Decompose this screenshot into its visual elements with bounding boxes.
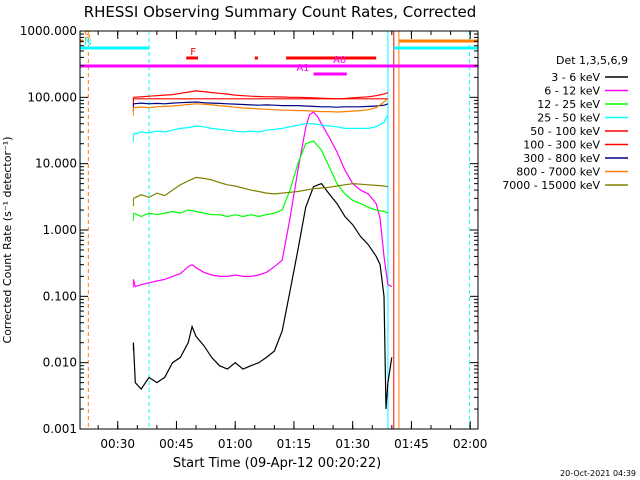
y-tick-label: 0.100 — [43, 289, 77, 303]
x-tick-label: 01:30 — [335, 437, 370, 451]
series-line-2 — [132, 111, 393, 288]
series-line-9 — [133, 176, 389, 199]
legend-label: 7000 - 15000 keV — [502, 179, 600, 192]
legend-label: 300 - 800 keV — [523, 152, 600, 165]
x-tick-label: 00:45 — [159, 437, 194, 451]
y-tick-label: 10.000 — [35, 157, 77, 171]
x-tick-label: 01:15 — [277, 437, 312, 451]
legend-label: 50 - 100 keV — [530, 125, 600, 138]
series-line-5 — [133, 90, 389, 100]
legend-label: 6 - 12 keV — [544, 85, 600, 98]
series-line-7 — [133, 101, 389, 108]
y-axis-label: Corrected Count Rate (s⁻¹ detector⁻¹) — [1, 137, 14, 344]
flag-label: A1 — [296, 63, 309, 74]
y-tick-label: 1000.000 — [20, 24, 77, 38]
x-tick-label: 02:00 — [453, 437, 488, 451]
flag-label: S — [84, 30, 90, 41]
footer-timestamp: 20-Oct-2021 04:39 — [560, 469, 636, 478]
plot-frame — [79, 30, 479, 430]
flag-label: F — [190, 47, 196, 58]
y-tick-label: 0.001 — [43, 422, 77, 436]
legend-label: 3 - 6 keV — [551, 71, 600, 84]
chart-title: RHESSI Observing Summary Count Rates, Co… — [84, 3, 477, 21]
x-tick-label: 01:00 — [218, 437, 253, 451]
flag-label: N — [84, 37, 91, 48]
flag-label: A0 — [333, 55, 346, 66]
y-tick-label: 0.010 — [43, 356, 77, 370]
y-tick-label: 100.000 — [27, 90, 77, 104]
series-line-3 — [133, 140, 389, 218]
y-tick-label: 1.000 — [43, 223, 77, 237]
legend-label: 100 - 300 keV — [523, 139, 600, 152]
series-line-8 — [133, 98, 389, 113]
plot-area: SN F A0 A1 — [79, 30, 478, 429]
series-line-1 — [132, 182, 393, 410]
legend-label: 25 - 50 keV — [537, 112, 600, 125]
legend-label: 800 - 7000 keV — [516, 166, 600, 179]
axes: 0.001 0.010 0.100 1.000 10.000 100.000 1000.00… — [20, 24, 488, 451]
x-tick-label: 01:45 — [394, 437, 429, 451]
series-line-4 — [133, 114, 389, 135]
x-tick-label: 00:30 — [100, 437, 135, 451]
x-axis-label: Start Time (09-Apr-12 00:20:22) — [173, 456, 381, 471]
legend-label: 12 - 25 keV — [537, 98, 600, 111]
legend-title: Det 1,3,5,6,9 — [556, 54, 628, 67]
